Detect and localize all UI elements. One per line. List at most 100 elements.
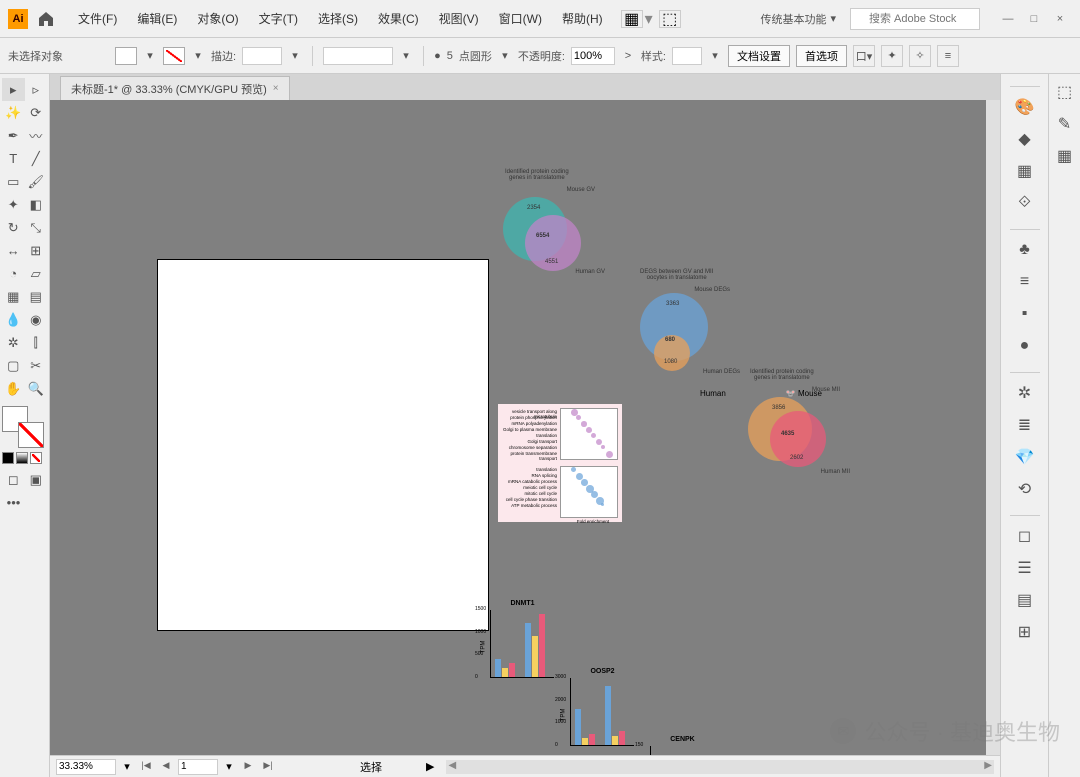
chevron-down-icon[interactable]: ▾: [708, 49, 722, 62]
panel-icon[interactable]: ⟲: [1013, 477, 1037, 501]
panel-icon[interactable]: ▪: [1013, 302, 1037, 326]
stroke-swatch[interactable]: [163, 47, 185, 65]
menu-item[interactable]: 文字(T): [249, 6, 308, 31]
panel-icon[interactable]: ◆: [1013, 127, 1037, 151]
scale-tool[interactable]: ⤡: [25, 216, 48, 239]
menu-item[interactable]: 视图(V): [429, 6, 489, 31]
curvature-tool[interactable]: 〰: [25, 124, 48, 147]
next-page-icon[interactable]: ▶: [240, 760, 256, 774]
menu-item[interactable]: 编辑(E): [127, 6, 187, 31]
artboard[interactable]: [158, 260, 488, 630]
stroke-color[interactable]: [18, 422, 44, 448]
selection-tool[interactable]: ▸: [2, 78, 25, 101]
screen-mode-icon[interactable]: ▣: [25, 468, 48, 491]
chevron-down-icon[interactable]: ▾: [120, 760, 134, 773]
more-icon[interactable]: ≡: [937, 45, 959, 67]
panel-icon[interactable]: ✲: [1013, 381, 1037, 405]
canvas[interactable]: Identified protein coding genes in trans…: [50, 100, 1000, 755]
dropdown-icon[interactable]: ▾: [643, 9, 655, 29]
chevron-down-icon[interactable]: ▾: [288, 49, 302, 62]
chevron-down-icon[interactable]: ▾: [143, 49, 157, 62]
slice-tool[interactable]: ✂: [25, 354, 48, 377]
panel-icon[interactable]: ☰: [1013, 556, 1037, 580]
transform-icon[interactable]: ✦: [881, 45, 903, 67]
home-icon[interactable]: [36, 9, 56, 29]
graph-tool[interactable]: ⫿: [25, 331, 48, 354]
lasso-tool[interactable]: ⟳: [25, 101, 48, 124]
pen-tool[interactable]: ✒: [2, 124, 25, 147]
gradient-tool[interactable]: ▤: [25, 285, 48, 308]
panel-icon[interactable]: ✎: [1053, 112, 1077, 136]
eyedropper-tool[interactable]: 💧: [2, 308, 25, 331]
isolate-icon[interactable]: ✧: [909, 45, 931, 67]
direct-selection-tool[interactable]: ▹: [25, 78, 48, 101]
document-tab[interactable]: 未标题-1* @ 33.33% (CMYK/GPU 预览) ×: [60, 76, 290, 100]
style-input[interactable]: [672, 47, 702, 65]
layout-icon[interactable]: ▦: [621, 10, 643, 28]
panel-icon[interactable]: ◻: [1013, 524, 1037, 548]
paintbrush-tool[interactable]: 🖌: [25, 170, 48, 193]
panel-icon[interactable]: ♣: [1013, 238, 1037, 262]
workspace-selector[interactable]: 传统基本功能 ▾: [754, 9, 842, 29]
chevron-down-icon[interactable]: ▾: [191, 49, 205, 62]
stroke-width-input[interactable]: [242, 47, 282, 65]
preferences-button[interactable]: 首选项: [796, 45, 847, 67]
menu-item[interactable]: 对象(O): [187, 6, 248, 31]
arrange-icon[interactable]: ⬚: [659, 10, 681, 28]
chevron-down-icon[interactable]: ▾: [399, 49, 413, 62]
panel-icon[interactable]: ●: [1013, 334, 1037, 358]
width-tool[interactable]: ↔: [2, 239, 25, 262]
shaper-tool[interactable]: ✦: [2, 193, 25, 216]
panel-icon[interactable]: 💎: [1013, 445, 1037, 469]
fill-stroke-control[interactable]: [2, 406, 44, 448]
rectangle-tool[interactable]: ▭: [2, 170, 25, 193]
none-mode-icon[interactable]: [30, 452, 42, 464]
chevron-down-icon[interactable]: ▾: [222, 760, 236, 773]
menu-item[interactable]: 帮助(H): [552, 6, 613, 31]
first-page-icon[interactable]: |◀: [138, 760, 154, 774]
perspective-tool[interactable]: ▱: [25, 262, 48, 285]
line-tool[interactable]: ╱: [25, 147, 48, 170]
panel-icon[interactable]: ⬚: [1053, 80, 1077, 104]
document-setup-button[interactable]: 文档设置: [728, 45, 790, 67]
panel-icon[interactable]: 🎨: [1013, 95, 1037, 119]
screen-mode-icon[interactable]: ◻: [2, 468, 25, 491]
rotate-tool[interactable]: ↻: [2, 216, 25, 239]
menu-item[interactable]: 效果(C): [368, 6, 429, 31]
opacity-input[interactable]: [571, 47, 615, 65]
panel-icon[interactable]: ≡: [1013, 270, 1037, 294]
align-icon[interactable]: 口▾: [853, 45, 875, 67]
panel-icon[interactable]: ▤: [1013, 588, 1037, 612]
chevron-down-icon[interactable]: ▾: [498, 49, 512, 62]
mesh-tool[interactable]: ▦: [2, 285, 25, 308]
panel-icon[interactable]: ≣: [1013, 413, 1037, 437]
brush-input[interactable]: [323, 47, 393, 65]
search-stock-input[interactable]: [850, 8, 980, 30]
menu-item[interactable]: 窗口(W): [489, 6, 552, 31]
gradient-mode-icon[interactable]: [16, 452, 28, 464]
eraser-tool[interactable]: ◧: [25, 193, 48, 216]
fill-swatch[interactable]: [115, 47, 137, 65]
artboard-tool[interactable]: ▢: [2, 354, 25, 377]
zoom-select[interactable]: [56, 759, 116, 775]
maximize-button[interactable]: □: [1022, 10, 1046, 28]
magic-wand-tool[interactable]: ✨: [2, 101, 25, 124]
blend-tool[interactable]: ◉: [25, 308, 48, 331]
panel-icon[interactable]: ⊞: [1013, 620, 1037, 644]
prev-page-icon[interactable]: ◀: [158, 760, 174, 774]
horizontal-scrollbar[interactable]: ◀▶: [446, 760, 994, 774]
panel-icon[interactable]: ▦: [1053, 144, 1077, 168]
minimize-button[interactable]: —: [996, 10, 1020, 28]
menu-item[interactable]: 文件(F): [68, 6, 127, 31]
panel-icon[interactable]: ⟐: [1013, 191, 1037, 215]
zoom-tool[interactable]: 🔍: [25, 377, 48, 400]
type-tool[interactable]: T: [2, 147, 25, 170]
color-mode-icon[interactable]: [2, 452, 14, 464]
hand-tool[interactable]: ✋: [2, 377, 25, 400]
panel-icon[interactable]: ▦: [1013, 159, 1037, 183]
shape-builder-tool[interactable]: ◔: [2, 262, 25, 285]
close-tab-icon[interactable]: ×: [273, 83, 279, 94]
last-page-icon[interactable]: ▶|: [260, 760, 276, 774]
page-input[interactable]: [178, 759, 218, 775]
edit-toolbar-icon[interactable]: •••: [2, 491, 25, 514]
